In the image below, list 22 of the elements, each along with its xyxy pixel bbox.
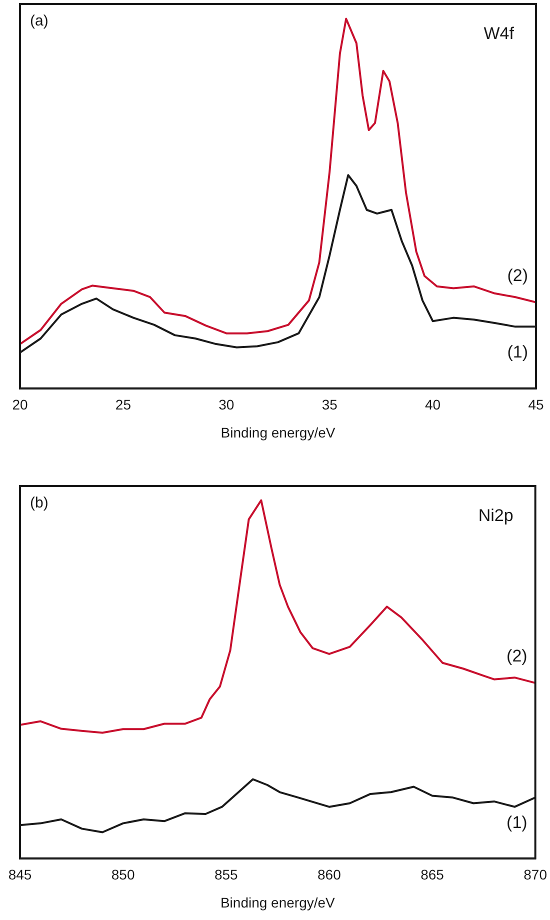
- x-tick-label: 20: [12, 396, 28, 413]
- x-tick-label: 35: [322, 396, 338, 413]
- x-tick-label: 855: [214, 866, 238, 883]
- annotation: (a): [30, 12, 48, 30]
- series-label: (2): [506, 646, 528, 666]
- x-tick-label: 850: [111, 866, 135, 883]
- x-tick-label: 25: [115, 396, 132, 413]
- x-tick-label: 845: [8, 866, 32, 883]
- x-tick-label: 30: [218, 396, 234, 413]
- x-axis-title: Binding energy/eV: [220, 894, 336, 910]
- x-tick-label: 860: [318, 866, 342, 883]
- annotation: W4f: [484, 24, 514, 44]
- x-tick-label: 40: [425, 396, 441, 413]
- x-tick-label: 870: [524, 866, 548, 883]
- x-tick-label: 865: [420, 866, 444, 883]
- series-label: (2): [507, 266, 528, 285]
- series-label: (1): [507, 342, 528, 362]
- annotation: (b): [30, 494, 48, 512]
- annotation: Ni2p: [478, 506, 514, 526]
- x-axis-title: Binding energy/eV: [220, 424, 336, 440]
- series-label: (1): [506, 813, 528, 832]
- x-tick-label: 45: [528, 396, 544, 413]
